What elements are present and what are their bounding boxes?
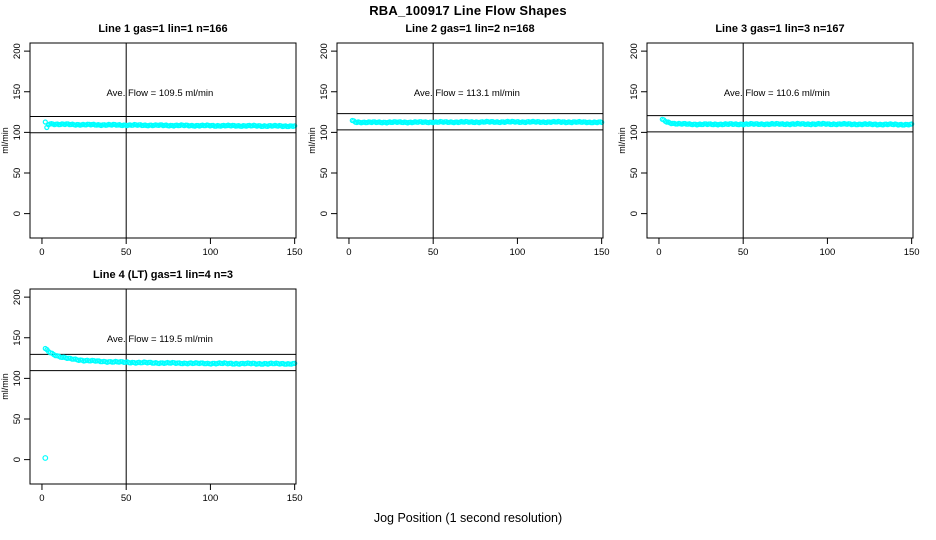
svg-text:100: 100 (202, 247, 218, 258)
svg-text:50: 50 (319, 168, 330, 179)
y-axis-label: ml/min (617, 127, 627, 154)
svg-text:50: 50 (629, 168, 640, 179)
svg-text:150: 150 (594, 247, 610, 258)
chart-line-1: Ave. Flow = 109.5 ml/min Line 1 gas=1 lin… (0, 23, 303, 258)
main-title: RBA_100917 Line Flow Shapes (369, 3, 567, 18)
ave-flow-annotation: Ave. Flow = 110.6 ml/min (724, 88, 830, 99)
chart-line-3: Ave. Flow = 110.6 ml/min Line 3 gas=1 lin… (617, 23, 920, 258)
svg-text:150: 150 (319, 84, 330, 100)
ave-flow-annotation: Ave. Flow = 109.5 ml/min (107, 88, 214, 99)
svg-text:100: 100 (819, 247, 835, 258)
svg-text:50: 50 (428, 247, 439, 258)
data-points (42, 345, 298, 461)
svg-text:50: 50 (12, 414, 23, 425)
svg-text:50: 50 (12, 168, 23, 179)
svg-text:150: 150 (287, 247, 303, 258)
subplot-title: Line 2 gas=1 lin=2 n=168 (405, 23, 534, 35)
svg-text:150: 150 (12, 84, 23, 100)
svg-text:150: 150 (904, 247, 920, 258)
y-axis-label: ml/min (0, 373, 10, 400)
y-axis-label: ml/min (307, 127, 317, 154)
svg-text:100: 100 (202, 493, 218, 504)
svg-text:100: 100 (319, 124, 330, 140)
svg-text:200: 200 (12, 43, 23, 59)
svg-text:100: 100 (629, 124, 640, 140)
svg-text:50: 50 (121, 247, 132, 258)
svg-text:0: 0 (39, 247, 44, 258)
svg-text:100: 100 (509, 247, 525, 258)
svg-text:0: 0 (39, 493, 44, 504)
svg-text:100: 100 (12, 370, 23, 386)
y-axis-label: ml/min (0, 127, 10, 154)
svg-text:150: 150 (12, 330, 23, 346)
svg-text:0: 0 (346, 247, 351, 258)
svg-text:150: 150 (629, 84, 640, 100)
data-points (42, 119, 298, 131)
svg-text:50: 50 (121, 493, 132, 504)
chart-line-2: Ave. Flow = 113.1 ml/min Line 2 gas=1 lin… (307, 23, 610, 258)
x-axis-label: Jog Position (1 second resolution) (373, 511, 563, 525)
chart-line-4-lt: Ave. Flow = 119.5 ml/min Line 4 (LT) gas=… (0, 269, 303, 504)
subplot-title: Line 1 gas=1 lin=1 n=166 (98, 23, 227, 35)
data-points (659, 116, 915, 128)
svg-text:0: 0 (12, 211, 23, 216)
svg-text:0: 0 (12, 457, 23, 462)
svg-text:0: 0 (319, 211, 330, 216)
svg-text:0: 0 (629, 211, 640, 216)
subplot-title: Line 4 (LT) gas=1 lin=4 n=3 (93, 269, 233, 281)
svg-text:200: 200 (629, 43, 640, 59)
svg-text:200: 200 (12, 289, 23, 305)
svg-text:100: 100 (12, 124, 23, 140)
svg-text:50: 50 (738, 247, 749, 258)
subplot-title: Line 3 gas=1 lin=3 n=167 (715, 23, 844, 35)
ave-flow-annotation: Ave. Flow = 113.1 ml/min (414, 88, 520, 99)
ave-flow-annotation: Ave. Flow = 119.5 ml/min (107, 334, 213, 345)
data-points (349, 117, 605, 126)
svg-text:0: 0 (656, 247, 661, 258)
svg-text:200: 200 (319, 43, 330, 59)
svg-text:150: 150 (287, 493, 303, 504)
